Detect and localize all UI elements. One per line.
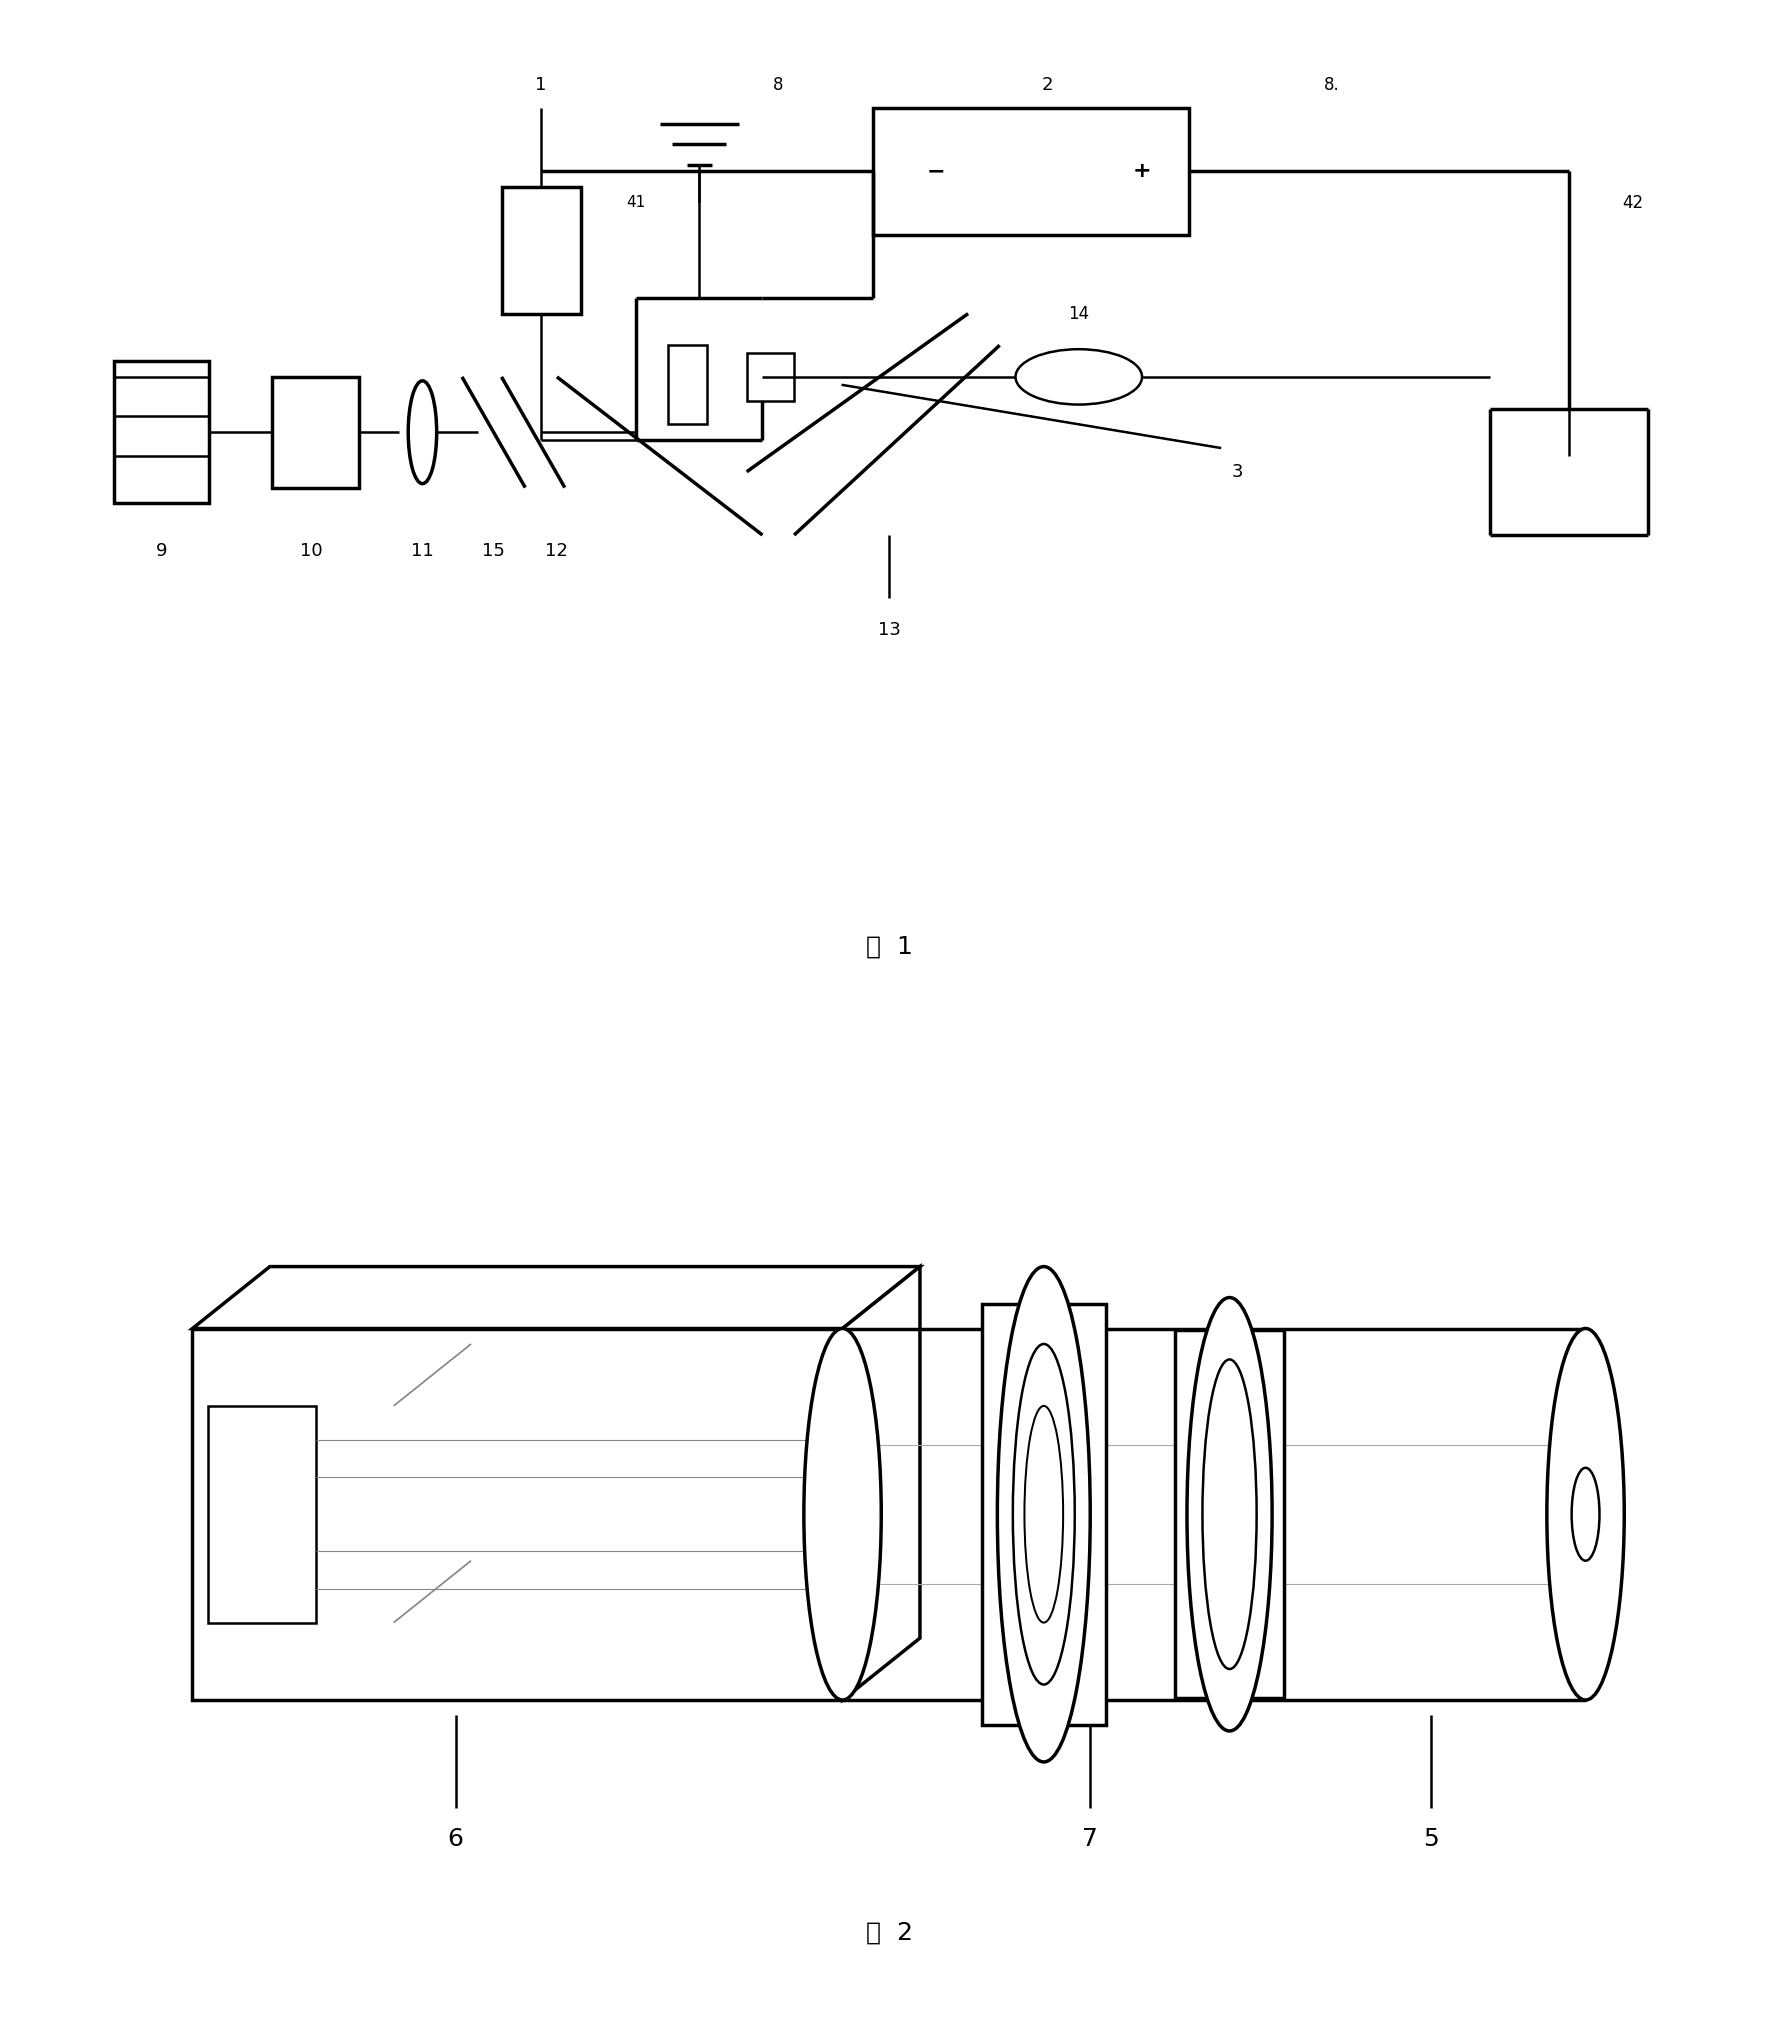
Bar: [981, 1304, 1106, 1724]
Bar: [272, 378, 359, 487]
Ellipse shape: [1013, 1345, 1074, 1684]
Ellipse shape: [1188, 1298, 1271, 1730]
Bar: [114, 361, 210, 503]
Text: 5: 5: [1422, 1827, 1438, 1851]
Ellipse shape: [997, 1266, 1090, 1763]
Bar: [501, 188, 581, 313]
Bar: [667, 345, 708, 424]
Text: 10: 10: [300, 541, 324, 559]
Text: 2: 2: [1042, 77, 1053, 95]
Ellipse shape: [1024, 1405, 1063, 1623]
Polygon shape: [192, 1266, 919, 1329]
Polygon shape: [843, 1266, 919, 1700]
Bar: [208, 1405, 316, 1623]
Ellipse shape: [804, 1329, 882, 1700]
Bar: [1175, 1331, 1284, 1698]
Text: 11: 11: [411, 541, 434, 559]
Text: 12: 12: [546, 541, 569, 559]
Text: 41: 41: [626, 196, 645, 210]
Text: 6: 6: [448, 1827, 464, 1851]
Text: +: +: [1133, 162, 1152, 182]
Bar: [192, 1329, 843, 1700]
Text: 7: 7: [1083, 1827, 1099, 1851]
Ellipse shape: [1015, 349, 1141, 404]
Text: 42: 42: [1622, 194, 1643, 212]
Text: 9: 9: [156, 541, 167, 559]
Bar: [747, 353, 795, 400]
Text: 3: 3: [1230, 462, 1243, 481]
Text: 8: 8: [773, 77, 784, 95]
Bar: [873, 109, 1189, 234]
Text: 13: 13: [878, 622, 900, 638]
Text: 1: 1: [535, 77, 548, 95]
Ellipse shape: [1547, 1329, 1625, 1700]
Text: −: −: [926, 162, 946, 182]
Text: 图  1: 图 1: [866, 935, 912, 959]
Text: 8.: 8.: [1325, 77, 1339, 95]
Ellipse shape: [1572, 1468, 1600, 1561]
Text: 14: 14: [1069, 305, 1090, 323]
Ellipse shape: [1202, 1359, 1257, 1670]
Ellipse shape: [409, 382, 437, 485]
Text: 图  2: 图 2: [866, 1920, 912, 1944]
Text: 15: 15: [482, 541, 505, 559]
